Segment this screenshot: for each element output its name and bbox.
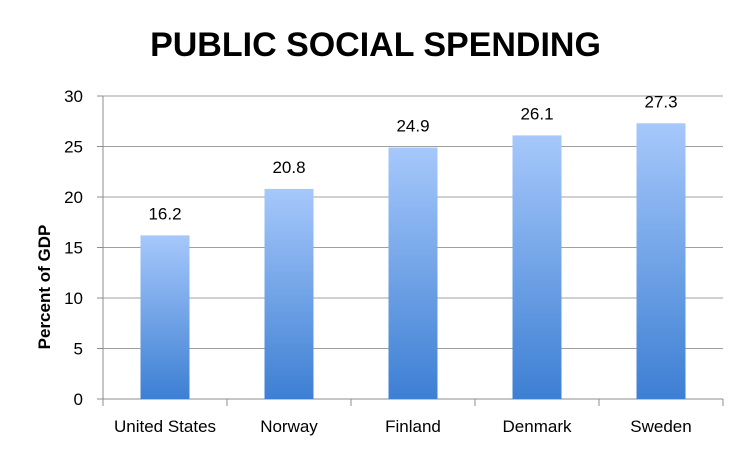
bar-denmark — [512, 135, 562, 399]
bars — [140, 123, 686, 400]
data-label: 16.2 — [148, 204, 181, 223]
y-tick-label: 30 — [64, 87, 83, 106]
x-tick-label: Sweden — [630, 417, 691, 436]
x-tick-label: Finland — [385, 417, 441, 436]
y-tick-label: 20 — [64, 188, 83, 207]
labels: 0 5 10 15 20 25 30 16.2 United States 20.8 Norway 2… — [64, 87, 692, 436]
chart-title: PUBLIC SOCIAL SPENDING — [150, 26, 601, 64]
bar-united-states — [140, 235, 190, 399]
x-tick-label: United States — [114, 417, 216, 436]
y-tick-label: 0 — [74, 390, 83, 409]
data-label: 26.1 — [520, 104, 553, 123]
y-tick-label: 5 — [74, 340, 83, 359]
x-tick-label: Norway — [260, 417, 318, 436]
y-tick-label: 10 — [64, 289, 83, 308]
y-tick-label: 25 — [64, 138, 83, 157]
bar-sweden — [636, 123, 686, 400]
x-tick-label: Denmark — [503, 417, 572, 436]
bar-finland — [388, 147, 438, 399]
data-label: 24.9 — [396, 117, 429, 136]
bar-norway — [264, 188, 314, 399]
data-label: 27.3 — [644, 92, 677, 111]
y-tick-label: 15 — [64, 239, 83, 258]
data-label: 20.8 — [272, 158, 305, 177]
